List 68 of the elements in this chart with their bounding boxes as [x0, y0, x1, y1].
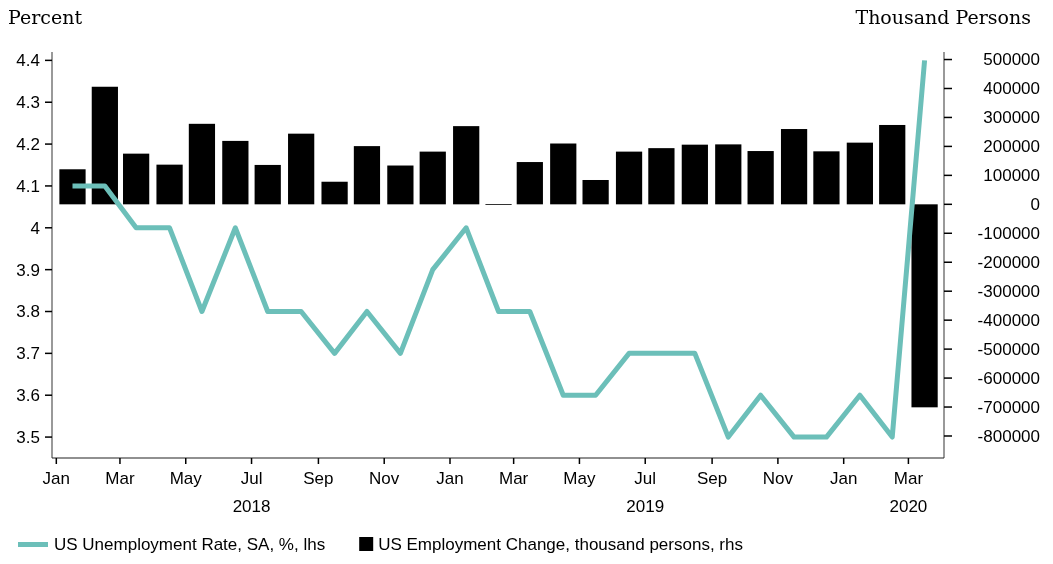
bar: [254, 164, 281, 205]
bar: [453, 126, 480, 205]
bar: [879, 124, 906, 205]
y-tick-label: 3.9: [16, 260, 40, 280]
bar: [615, 151, 643, 205]
x-tick-label: Jan: [436, 469, 464, 488]
x-tick-label: Nov: [762, 469, 794, 488]
y2-tick-label: -800000: [977, 426, 1040, 446]
y2-tick-label: -400000: [977, 311, 1040, 331]
bar: [321, 181, 348, 205]
y2-tick-label: -300000: [977, 282, 1040, 302]
y-tick-label: 4: [30, 218, 40, 238]
x-tick-label: Jul 2019: [626, 469, 665, 516]
y-tick-label: 4.3: [16, 93, 40, 113]
y2-tick-label: 0: [1030, 195, 1040, 215]
bar: [222, 140, 249, 205]
bar: [550, 143, 577, 205]
bar: [911, 204, 938, 408]
bar: [387, 165, 414, 205]
bar: [813, 151, 840, 205]
y2-tick-label: -200000: [977, 253, 1040, 273]
x-tick-label: Jan: [42, 469, 71, 488]
y-tick-label: 3.5: [16, 428, 40, 448]
y-tick-label: 3.7: [16, 344, 40, 364]
bar: [91, 86, 118, 205]
x-tick-label: Sep: [303, 469, 334, 488]
y-axis-title: Percent: [8, 6, 83, 28]
bar: [123, 153, 150, 205]
y2-tick-label: 400000: [983, 79, 1040, 99]
y2-tick-label: 100000: [983, 166, 1040, 186]
bar: [59, 169, 86, 205]
bar: [780, 129, 808, 205]
bar: [353, 146, 381, 205]
y-tick-label: 4.1: [16, 176, 40, 196]
y2-axis-title: Thousand Persons: [855, 6, 1031, 28]
y2-tick-label: 300000: [983, 108, 1040, 128]
bar: [288, 133, 315, 205]
x-tick-label: Mar: [499, 469, 529, 488]
legend-label: US Employment Change, thousand persons, rhs: [378, 535, 743, 554]
x-tick-label: Sep: [696, 469, 728, 488]
bar: [715, 144, 742, 205]
y-tick-label: 4.2: [16, 135, 40, 155]
y2-tick-label: -600000: [977, 369, 1040, 389]
bar: [188, 123, 216, 205]
y2-tick-label: -500000: [977, 340, 1040, 360]
y-tick-label: 4.4: [16, 51, 40, 71]
bar: [846, 142, 873, 205]
legend-label: US Unemployment Rate, SA, %, lhs: [54, 535, 326, 554]
y2-tick-label: -100000: [977, 224, 1040, 244]
y-tick-label: 3.6: [16, 386, 40, 406]
bar: [419, 151, 446, 205]
bar: [648, 148, 675, 205]
bar: [516, 162, 543, 205]
x-tick-label: Jul 2018: [232, 469, 271, 516]
x-tick-label: Jan: [829, 469, 858, 488]
bar: [681, 144, 708, 205]
x-tick-label: Nov: [369, 469, 400, 488]
x-tick-label: Mar 2020: [889, 469, 928, 516]
y2-tick-label: 200000: [983, 137, 1040, 157]
x-tick-label: Mar: [105, 469, 135, 488]
bar: [747, 151, 774, 205]
y2-tick-label: -700000: [977, 397, 1040, 417]
y-tick-label: 3.8: [16, 302, 40, 322]
x-tick-label: May: [563, 469, 596, 488]
x-tick-label: May: [169, 469, 203, 488]
bar: [156, 164, 183, 205]
y2-tick-label: 500000: [983, 50, 1040, 70]
bar: [582, 180, 609, 205]
